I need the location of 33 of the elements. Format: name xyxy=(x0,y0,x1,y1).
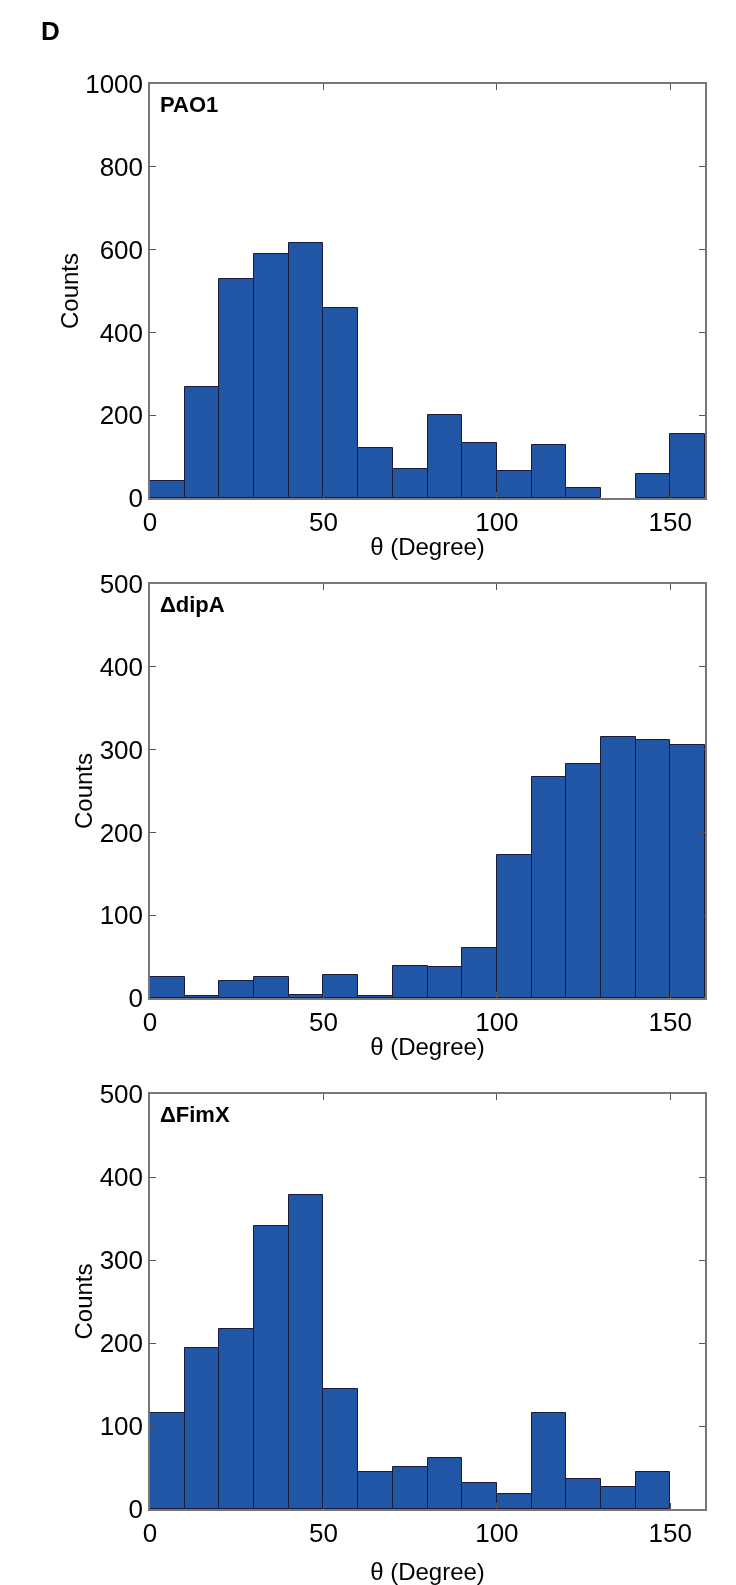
y-tick-label: 500 xyxy=(99,1079,144,1110)
y-tick-label: 100 xyxy=(99,900,144,931)
x-tick-label: 100 xyxy=(475,1517,519,1548)
y-axis-title: Counts xyxy=(70,1263,98,1340)
y-axis-title: Counts xyxy=(70,752,98,830)
y-tick-label: 0 xyxy=(128,1494,144,1525)
chart-title: PAO1 xyxy=(160,92,219,117)
y-tick-label: 1000 xyxy=(85,69,144,100)
y-tick-label: 300 xyxy=(99,1245,144,1276)
x-tick-label: 150 xyxy=(648,506,693,537)
y-tick-label: 600 xyxy=(99,234,144,265)
y-tick-label: 300 xyxy=(99,734,144,765)
y-tick-label: 0 xyxy=(128,983,144,1014)
y-tick-label: 400 xyxy=(99,651,144,682)
x-tick-label: 50 xyxy=(308,506,338,537)
y-tick-label: 200 xyxy=(99,817,144,848)
x-axis-title: θ (Degree) xyxy=(370,1558,485,1585)
y-axis-title: Counts xyxy=(55,252,83,330)
y-tick-label: 100 xyxy=(99,1411,144,1442)
text: D xyxy=(41,16,60,46)
y-tick-label: 0 xyxy=(128,483,144,514)
chart-title: ΔFimX xyxy=(160,1102,230,1127)
chart-title: ΔdipA xyxy=(160,592,225,617)
x-tick-label: 50 xyxy=(308,1006,338,1037)
y-tick-label: 800 xyxy=(99,151,144,182)
x-tick-label: 50 xyxy=(308,1517,338,1548)
x-tick-label: 150 xyxy=(648,1517,693,1548)
x-tick-label: 150 xyxy=(648,1006,693,1037)
y-tick-label: 200 xyxy=(99,400,144,431)
y-tick-label: 500 xyxy=(99,569,144,600)
y-tick-label: 400 xyxy=(99,317,144,348)
y-tick-label: 400 xyxy=(99,1162,144,1193)
y-tick-label: 200 xyxy=(99,1328,144,1359)
